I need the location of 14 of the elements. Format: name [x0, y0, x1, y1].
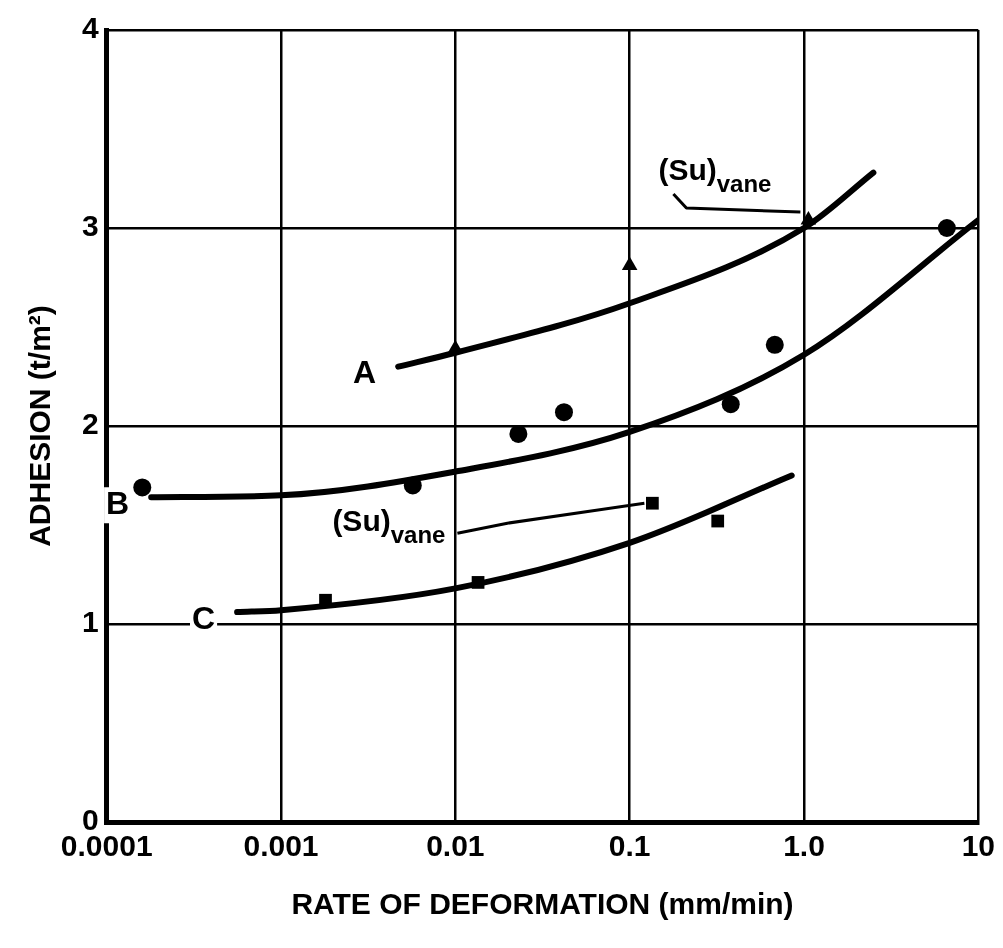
x-tick-label: 10 — [961, 829, 995, 863]
series-label: C — [192, 599, 216, 636]
y-axis-title: ADHESION (t/m²) — [23, 305, 57, 547]
x-tick-label: 0.001 — [243, 829, 319, 863]
y-tick-label: 2 — [82, 407, 99, 441]
x-tick-label: 0.01 — [426, 829, 485, 863]
x-tick-label: 0.1 — [608, 829, 651, 863]
y-tick-label: 3 — [82, 209, 99, 243]
x-tick-label: 1.0 — [783, 829, 825, 863]
x-axis-title: RATE OF DEFORMATION (mm/min) — [291, 887, 794, 921]
y-tick-label: 1 — [82, 605, 99, 639]
series-label: A — [353, 354, 377, 391]
y-tick-label: 4 — [82, 11, 99, 45]
series-label: B — [106, 485, 130, 522]
